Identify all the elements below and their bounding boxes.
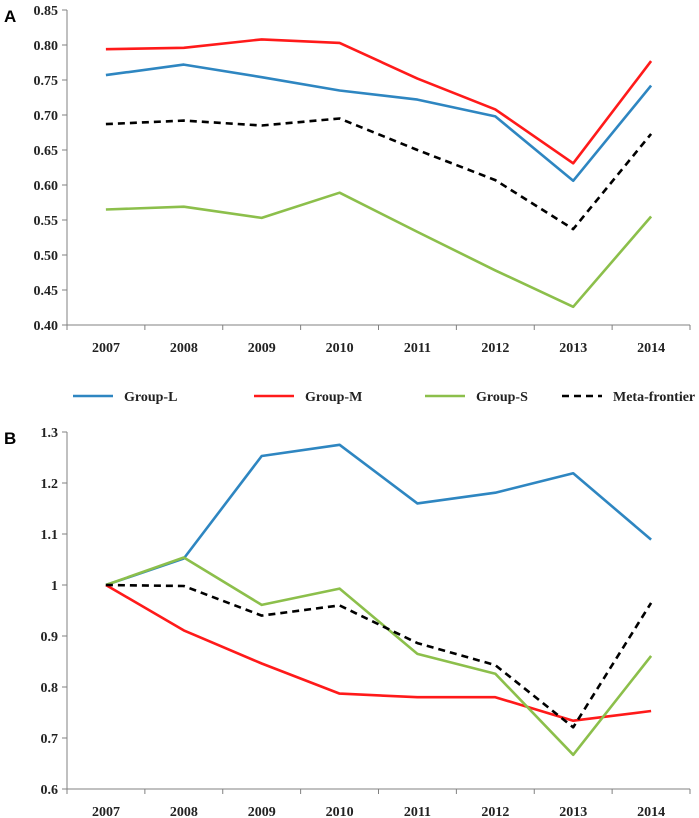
- panel-b-x-tick-label: 2011: [404, 805, 431, 818]
- panel-a-label: A: [4, 7, 16, 26]
- panel-b-y-tick-label: 0.9: [41, 630, 59, 645]
- panel-a-x-tick-label: 2010: [326, 341, 354, 356]
- panel-b-x-tick-label: 2008: [170, 805, 198, 818]
- panel-a-series-group-s-line: [106, 193, 651, 307]
- panel-a-y-tick-label: 0.50: [34, 249, 59, 264]
- panel-a-y-tick-label: 0.55: [34, 214, 59, 229]
- chart-panel-a: A 0.40 0.45 0.50 0.55 0.60 0.65 0.70 0.75 0.80 0.8…: [4, 4, 690, 356]
- panel-a-y-tick-label: 0.80: [34, 39, 59, 54]
- panel-a-x-tick-label: 2012: [481, 341, 509, 356]
- panel-a-x-tick-label: 2011: [404, 341, 431, 356]
- panel-b-series-group-l-line: [106, 445, 651, 585]
- panel-b-y-tick-label: 0.8: [41, 681, 59, 696]
- panel-b-x-tick-label: 2012: [481, 805, 509, 818]
- panel-a-x-tick-label: 2013: [559, 341, 587, 356]
- panel-b-y-tick-label: 1.2: [41, 477, 59, 492]
- panel-b-label: B: [4, 429, 16, 448]
- legend-label-group-s: Group-S: [476, 390, 528, 405]
- panel-a-x-tick-label: 2014: [637, 341, 665, 356]
- panel-b-x-tick-label: 2007: [92, 805, 120, 818]
- panel-b-x-tick-label: 2009: [248, 805, 276, 818]
- legend-label-meta-frontier: Meta-frontier: [613, 390, 695, 405]
- figure: A 0.40 0.45 0.50 0.55 0.60 0.65 0.70 0.75 0.80 0.8…: [0, 0, 699, 818]
- panel-b-y-tick-label: 0.7: [41, 732, 59, 747]
- panel-b-series-group-m-line: [106, 585, 651, 721]
- panel-a-x-tick-label: 2007: [92, 341, 120, 356]
- panel-b-x-tick-label: 2010: [326, 805, 354, 818]
- panel-b-x-tick-label: 2013: [559, 805, 587, 818]
- legend: Group-L Group-M Group-S Meta-frontier: [73, 390, 695, 405]
- panel-b-y-tick-label: 0.6: [41, 783, 59, 798]
- panel-b-series-meta-frontier-line: [106, 585, 651, 727]
- panel-a-x-tick-label: 2009: [248, 341, 276, 356]
- panel-a-y-tick-label: 0.65: [34, 144, 59, 159]
- panel-b-y-tick-label: 1.1: [41, 528, 59, 543]
- chart-panel-b: B 0.6 0.7 0.8 0.9 1 1.1 1.2 1.3 2007 2008 2009 2010 2…: [4, 426, 690, 818]
- panel-b-series-group-s-line: [106, 558, 651, 755]
- panel-a-x-tick-label: 2008: [170, 341, 198, 356]
- legend-label-group-m: Group-M: [305, 390, 362, 405]
- panel-b-x-tick-label: 2014: [637, 805, 665, 818]
- panel-a-y-tick-label: 0.45: [34, 284, 59, 299]
- panel-a-y-tick-label: 0.70: [34, 109, 59, 124]
- panel-a-y-tick-label: 0.60: [34, 179, 59, 194]
- panel-a-y-tick-label: 0.75: [34, 74, 59, 89]
- panel-b-y-tick-label: 1.3: [41, 426, 59, 441]
- panel-a-series-group-m-line: [106, 39, 651, 163]
- panel-a-y-tick-label: 0.40: [34, 319, 59, 334]
- legend-label-group-l: Group-L: [124, 390, 177, 405]
- panel-b-y-tick-label: 1: [51, 579, 58, 594]
- panel-a-y-tick-label: 0.85: [34, 4, 59, 19]
- panel-a-series-group-l-line: [106, 65, 651, 181]
